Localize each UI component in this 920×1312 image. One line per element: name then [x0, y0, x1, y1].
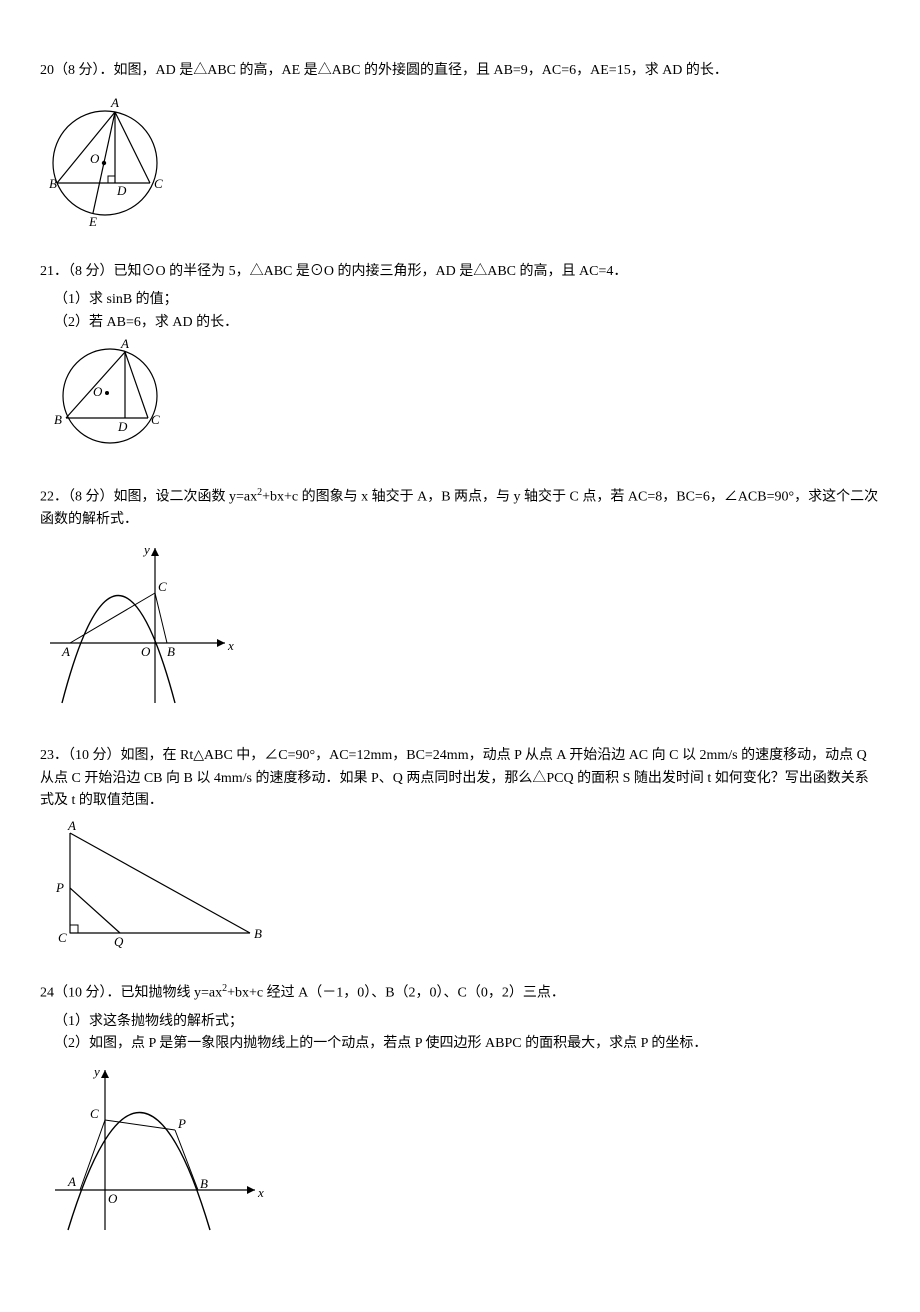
- problem-24-sub1: （1）求这条抛物线的解析式；: [40, 1011, 880, 1033]
- label-B: B: [54, 412, 62, 427]
- label-C: C: [154, 176, 163, 191]
- problem-22: 22．（8 分）如图，设二次函数 y=ax2+bx+c 的图象与 x 轴交于 A…: [40, 485, 880, 721]
- label-B: B: [167, 644, 175, 659]
- label-A: A: [120, 338, 129, 351]
- label-O: O: [108, 1191, 118, 1206]
- problem-23-diagram: A B C P Q: [40, 818, 880, 956]
- problem-20-text: 20（8 分）．如图，AD 是△ABC 的高，AE 是△ABC 的外接圆的直径，…: [40, 60, 880, 82]
- label-D: D: [116, 183, 127, 198]
- label-B: B: [49, 176, 57, 191]
- problem-23: 23．（10 分）如图，在 Rt△ABC 中，∠C=90°，AC=12mm，BC…: [40, 745, 880, 957]
- label-x: x: [227, 638, 234, 653]
- problem-20: 20（8 分）．如图，AD 是△ABC 的高，AE 是△ABC 的外接圆的直径，…: [40, 60, 880, 237]
- label-O: O: [90, 151, 100, 166]
- problem-22-text-prefix: 22．（8 分）如图，设二次函数 y=ax: [40, 490, 257, 505]
- label-C: C: [158, 579, 167, 594]
- label-O: O: [141, 644, 151, 659]
- label-D: D: [117, 419, 128, 434]
- problem-20-diagram: A B C D E O: [40, 88, 880, 236]
- label-Q: Q: [114, 934, 124, 948]
- problem-22-diagram: x y A B C O: [40, 538, 880, 721]
- problem-24-diagram: x y A B C P O: [40, 1060, 880, 1248]
- label-B: B: [254, 926, 262, 941]
- label-C: C: [90, 1106, 99, 1121]
- problem-21-sub1: （1）求 sinB 的值；: [40, 289, 880, 311]
- problem-24: 24（10 分）．已知抛物线 y=ax2+bx+c 经过 A（－1，0）、B（2…: [40, 981, 880, 1248]
- label-E: E: [88, 214, 97, 228]
- label-P: P: [55, 880, 64, 895]
- problem-24-sub2: （2）如图，点 P 是第一象限内抛物线上的一个动点，若点 P 使四边形 ABPC…: [40, 1033, 880, 1055]
- label-x: x: [257, 1185, 264, 1200]
- problem-24-text-prefix: 24（10 分）．已知抛物线 y=ax: [40, 985, 222, 1000]
- label-C: C: [58, 930, 67, 945]
- problem-21-sub2: （2）若 AB=6，求 AD 的长．: [40, 312, 880, 334]
- problem-23-text: 23．（10 分）如图，在 Rt△ABC 中，∠C=90°，AC=12mm，BC…: [40, 745, 880, 812]
- problem-21-diagram: A B C D O: [40, 338, 880, 461]
- label-y: y: [92, 1064, 100, 1079]
- label-y: y: [142, 542, 150, 557]
- label-P: P: [177, 1116, 186, 1131]
- label-A: A: [67, 1174, 76, 1189]
- label-A: A: [110, 95, 119, 110]
- label-A: A: [67, 818, 76, 833]
- label-O: O: [93, 384, 103, 399]
- label-C: C: [151, 412, 160, 427]
- label-A: A: [61, 644, 70, 659]
- problem-24-text: 24（10 分）．已知抛物线 y=ax2+bx+c 经过 A（－1，0）、B（2…: [40, 981, 880, 1005]
- problem-24-text-suffix: +bx+c 经过 A（－1，0）、B（2，0）、C（0，2）三点．: [227, 985, 565, 1000]
- problem-21: 21．（8 分）已知⊙O 的半径为 5，△ABC 是⊙O 的内接三角形，AD 是…: [40, 261, 880, 462]
- problem-22-text: 22．（8 分）如图，设二次函数 y=ax2+bx+c 的图象与 x 轴交于 A…: [40, 485, 880, 531]
- problem-21-text: 21．（8 分）已知⊙O 的半径为 5，△ABC 是⊙O 的内接三角形，AD 是…: [40, 261, 880, 283]
- label-B: B: [200, 1176, 208, 1191]
